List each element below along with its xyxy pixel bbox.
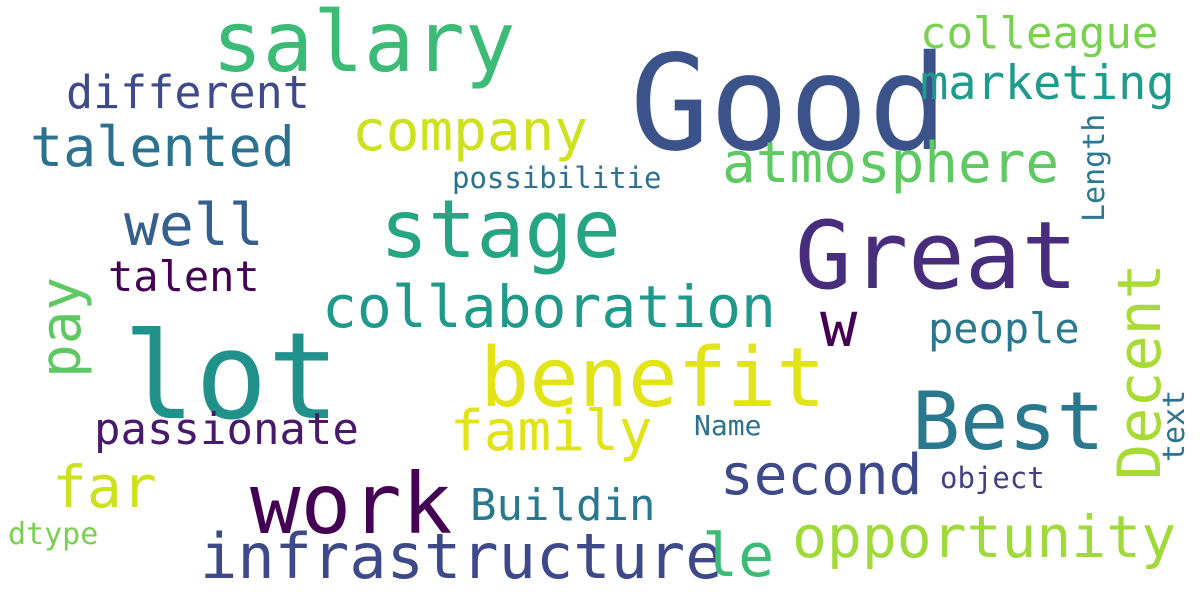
word-object: object [940,461,1045,495]
word-dtype: dtype [8,517,99,552]
word-far: far [52,453,157,521]
word-colleague: colleague [920,8,1159,59]
word-talented: talented [30,115,295,179]
word-infrastructure: infrastructure [200,520,723,593]
word-atmosphere: atmosphere [722,131,1060,196]
word-name: Name [694,409,762,442]
word-marketing: marketing [920,56,1175,111]
word-great: Great [795,202,1078,311]
word-stage: stage [380,183,621,276]
word-well: well [124,191,264,259]
word-length: Length [1077,113,1112,222]
word-best: Best [912,375,1105,468]
word-collaboration: collaboration [322,273,776,341]
word-family: family [450,399,653,464]
word-buildin: Buildin [470,480,656,531]
word-good: Good [630,27,948,181]
word-work: work [250,455,453,553]
word-lot: lot [123,308,340,447]
word-possibilitie: possibilitie [452,161,662,195]
word-le: le [702,521,775,591]
word-pay: pay [29,276,94,378]
word-text: text [1157,389,1192,462]
word-company: company [352,99,589,164]
word-w: w [820,288,858,361]
word-second: second [720,443,923,508]
word-people: people [928,304,1080,353]
word-talent: talent [108,252,260,301]
word-salary: salary [212,0,516,91]
word-opportunity: opportunity [792,503,1177,571]
word-passionate: passionate [94,404,359,455]
word-different: different [66,66,310,119]
word-benefit: benefit [480,331,826,426]
